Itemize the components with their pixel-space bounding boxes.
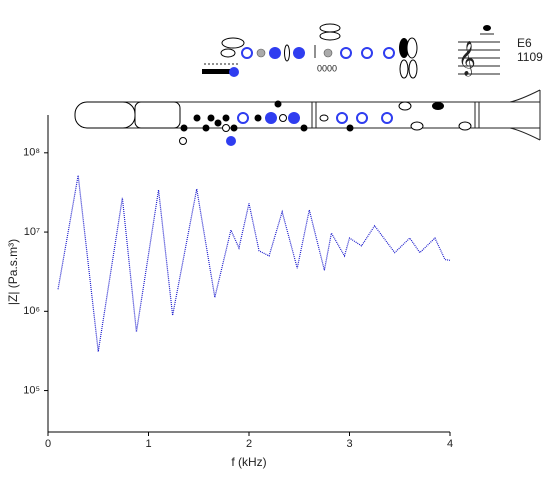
x-tick-label: 1 [145, 438, 151, 450]
y-tick-label: 10⁷ [24, 226, 40, 238]
impedance-line [57, 175, 451, 352]
fingering-diagram: 0000 𝄞 [74, 23, 541, 146]
x-axis-label: f (kHz) [231, 455, 266, 469]
x-tick-label: 3 [346, 438, 352, 450]
y-tick-label: 10⁸ [23, 147, 40, 159]
svg-text:0000: 0000 [317, 63, 337, 73]
x-tick-label: 2 [246, 438, 252, 450]
y-axis-label: |Z| (Pa.s.m³) [6, 239, 20, 305]
note-frequency: 1109 [517, 50, 543, 64]
x-tick-label: 4 [447, 438, 453, 450]
y-tick-label: 10⁶ [23, 305, 40, 317]
note-name: E6 [517, 36, 532, 50]
x-tick-label: 0 [45, 438, 51, 450]
y-tick-label: 10⁵ [23, 384, 40, 396]
svg-text:𝄞: 𝄞 [458, 41, 476, 77]
